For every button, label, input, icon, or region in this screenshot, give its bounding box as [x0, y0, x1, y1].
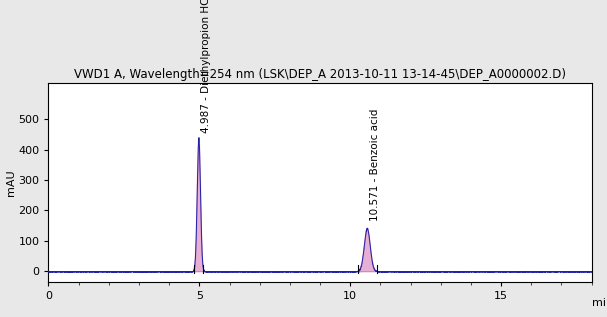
Title: VWD1 A, Wavelength=254 nm (LSK\DEP_A 2013-10-11 13-14-45\DEP_A0000002.D): VWD1 A, Wavelength=254 nm (LSK\DEP_A 201…	[74, 68, 566, 81]
Text: 4.987 - Diethylpropion HCl: 4.987 - Diethylpropion HCl	[201, 0, 211, 133]
Text: 10.571 - Benzoic acid: 10.571 - Benzoic acid	[370, 109, 380, 221]
Y-axis label: mAU: mAU	[5, 169, 16, 196]
X-axis label: min: min	[592, 298, 607, 308]
